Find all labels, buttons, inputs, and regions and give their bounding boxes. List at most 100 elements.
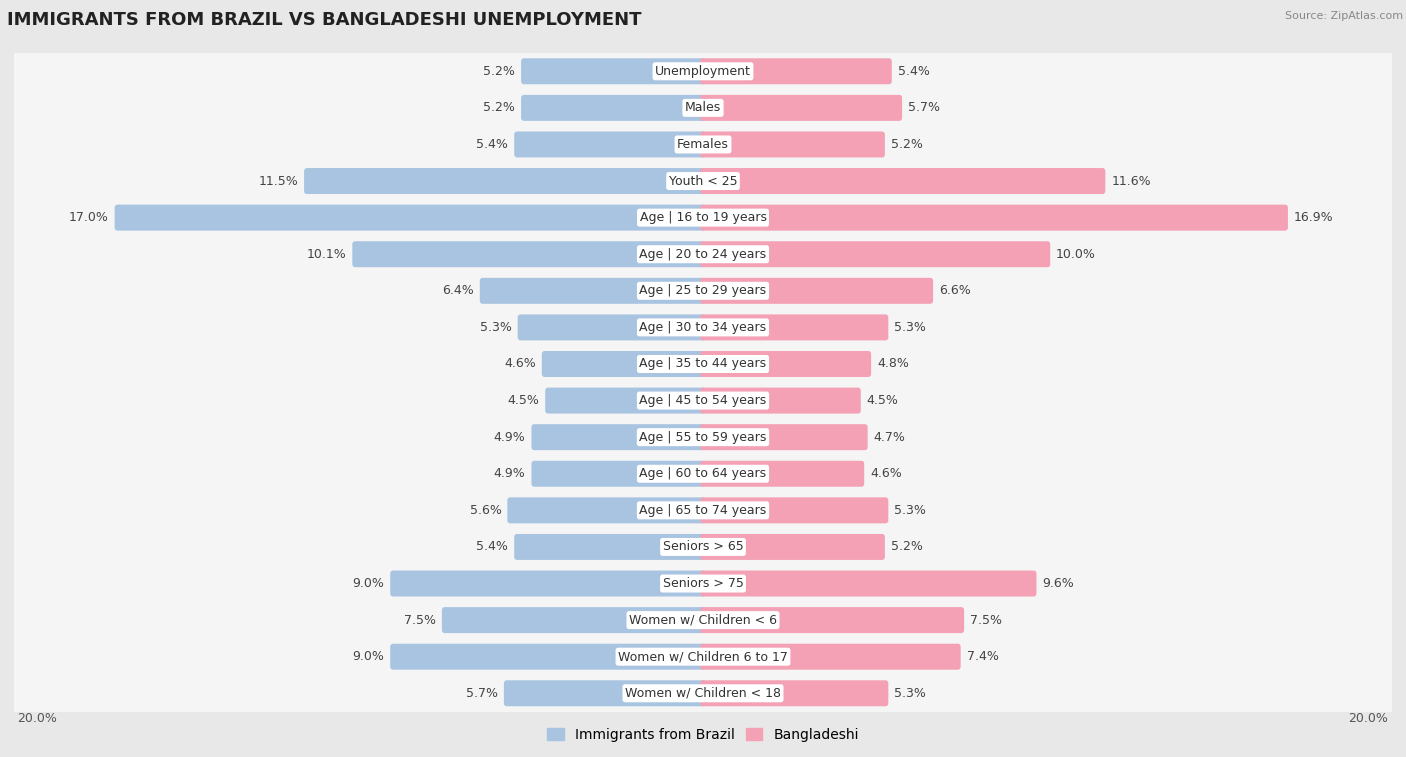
- FancyBboxPatch shape: [13, 562, 1393, 605]
- FancyBboxPatch shape: [479, 278, 706, 304]
- FancyBboxPatch shape: [304, 168, 706, 194]
- FancyBboxPatch shape: [700, 388, 860, 413]
- FancyBboxPatch shape: [13, 599, 1393, 641]
- Text: 10.1%: 10.1%: [307, 248, 346, 260]
- FancyBboxPatch shape: [13, 636, 1393, 678]
- Text: 5.3%: 5.3%: [894, 504, 927, 517]
- Text: 6.4%: 6.4%: [441, 285, 474, 298]
- Text: 4.5%: 4.5%: [866, 394, 898, 407]
- FancyBboxPatch shape: [13, 416, 1393, 458]
- Text: 20.0%: 20.0%: [17, 712, 58, 724]
- FancyBboxPatch shape: [391, 571, 706, 597]
- FancyBboxPatch shape: [700, 58, 891, 84]
- Text: 5.4%: 5.4%: [477, 540, 509, 553]
- FancyBboxPatch shape: [700, 314, 889, 341]
- FancyBboxPatch shape: [13, 123, 1393, 166]
- Text: 5.3%: 5.3%: [894, 321, 927, 334]
- Text: 4.6%: 4.6%: [505, 357, 536, 370]
- Text: Unemployment: Unemployment: [655, 65, 751, 78]
- FancyBboxPatch shape: [13, 307, 1393, 348]
- FancyBboxPatch shape: [13, 379, 1393, 422]
- FancyBboxPatch shape: [13, 87, 1393, 129]
- Text: 4.9%: 4.9%: [494, 431, 526, 444]
- FancyBboxPatch shape: [508, 497, 706, 523]
- Text: Youth < 25: Youth < 25: [669, 175, 737, 188]
- Text: 7.5%: 7.5%: [404, 614, 436, 627]
- Text: 9.0%: 9.0%: [353, 577, 384, 590]
- Text: 5.4%: 5.4%: [477, 138, 509, 151]
- FancyBboxPatch shape: [700, 681, 889, 706]
- Text: Women w/ Children < 6: Women w/ Children < 6: [628, 614, 778, 627]
- Text: Age | 16 to 19 years: Age | 16 to 19 years: [640, 211, 766, 224]
- FancyBboxPatch shape: [700, 204, 1288, 231]
- Text: Seniors > 75: Seniors > 75: [662, 577, 744, 590]
- FancyBboxPatch shape: [13, 50, 1393, 92]
- Text: 5.2%: 5.2%: [891, 540, 922, 553]
- FancyBboxPatch shape: [700, 461, 865, 487]
- FancyBboxPatch shape: [13, 343, 1393, 385]
- FancyBboxPatch shape: [13, 233, 1393, 276]
- Text: 5.2%: 5.2%: [484, 101, 515, 114]
- FancyBboxPatch shape: [700, 241, 1050, 267]
- FancyBboxPatch shape: [441, 607, 706, 633]
- FancyBboxPatch shape: [353, 241, 706, 267]
- Text: Women w/ Children 6 to 17: Women w/ Children 6 to 17: [619, 650, 787, 663]
- Text: 6.6%: 6.6%: [939, 285, 970, 298]
- FancyBboxPatch shape: [531, 461, 706, 487]
- Text: 5.7%: 5.7%: [908, 101, 941, 114]
- Text: 4.9%: 4.9%: [494, 467, 526, 480]
- Text: Age | 55 to 59 years: Age | 55 to 59 years: [640, 431, 766, 444]
- Text: Age | 60 to 64 years: Age | 60 to 64 years: [640, 467, 766, 480]
- Text: 5.4%: 5.4%: [897, 65, 929, 78]
- FancyBboxPatch shape: [700, 351, 872, 377]
- Text: 5.2%: 5.2%: [484, 65, 515, 78]
- Text: 4.7%: 4.7%: [873, 431, 905, 444]
- FancyBboxPatch shape: [522, 58, 706, 84]
- Text: 5.6%: 5.6%: [470, 504, 502, 517]
- Text: 5.7%: 5.7%: [465, 687, 498, 699]
- FancyBboxPatch shape: [531, 424, 706, 450]
- FancyBboxPatch shape: [13, 489, 1393, 531]
- FancyBboxPatch shape: [13, 526, 1393, 568]
- Text: 11.5%: 11.5%: [259, 175, 298, 188]
- Text: 9.0%: 9.0%: [353, 650, 384, 663]
- FancyBboxPatch shape: [700, 571, 1036, 597]
- FancyBboxPatch shape: [546, 388, 706, 413]
- Text: 11.6%: 11.6%: [1111, 175, 1152, 188]
- Text: IMMIGRANTS FROM BRAZIL VS BANGLADESHI UNEMPLOYMENT: IMMIGRANTS FROM BRAZIL VS BANGLADESHI UN…: [7, 11, 641, 30]
- Text: Seniors > 65: Seniors > 65: [662, 540, 744, 553]
- Text: Source: ZipAtlas.com: Source: ZipAtlas.com: [1285, 11, 1403, 21]
- FancyBboxPatch shape: [515, 534, 706, 560]
- Text: 5.3%: 5.3%: [894, 687, 927, 699]
- Text: Age | 30 to 34 years: Age | 30 to 34 years: [640, 321, 766, 334]
- Text: 7.5%: 7.5%: [970, 614, 1002, 627]
- Text: 20.0%: 20.0%: [1348, 712, 1389, 724]
- FancyBboxPatch shape: [522, 95, 706, 121]
- Text: Males: Males: [685, 101, 721, 114]
- FancyBboxPatch shape: [700, 95, 903, 121]
- FancyBboxPatch shape: [115, 204, 706, 231]
- FancyBboxPatch shape: [700, 278, 934, 304]
- FancyBboxPatch shape: [700, 534, 884, 560]
- FancyBboxPatch shape: [700, 168, 1105, 194]
- FancyBboxPatch shape: [13, 197, 1393, 238]
- FancyBboxPatch shape: [13, 672, 1393, 715]
- FancyBboxPatch shape: [13, 453, 1393, 495]
- FancyBboxPatch shape: [700, 424, 868, 450]
- Text: 5.2%: 5.2%: [891, 138, 922, 151]
- FancyBboxPatch shape: [517, 314, 706, 341]
- Text: Age | 20 to 24 years: Age | 20 to 24 years: [640, 248, 766, 260]
- FancyBboxPatch shape: [700, 497, 889, 523]
- Text: 4.5%: 4.5%: [508, 394, 540, 407]
- FancyBboxPatch shape: [700, 132, 884, 157]
- Text: Females: Females: [678, 138, 728, 151]
- Text: 17.0%: 17.0%: [69, 211, 108, 224]
- Text: Age | 45 to 54 years: Age | 45 to 54 years: [640, 394, 766, 407]
- Text: Age | 65 to 74 years: Age | 65 to 74 years: [640, 504, 766, 517]
- Text: Age | 25 to 29 years: Age | 25 to 29 years: [640, 285, 766, 298]
- Text: Women w/ Children < 18: Women w/ Children < 18: [626, 687, 780, 699]
- Text: 9.6%: 9.6%: [1042, 577, 1074, 590]
- Legend: Immigrants from Brazil, Bangladeshi: Immigrants from Brazil, Bangladeshi: [541, 722, 865, 747]
- Text: 10.0%: 10.0%: [1056, 248, 1095, 260]
- FancyBboxPatch shape: [13, 160, 1393, 202]
